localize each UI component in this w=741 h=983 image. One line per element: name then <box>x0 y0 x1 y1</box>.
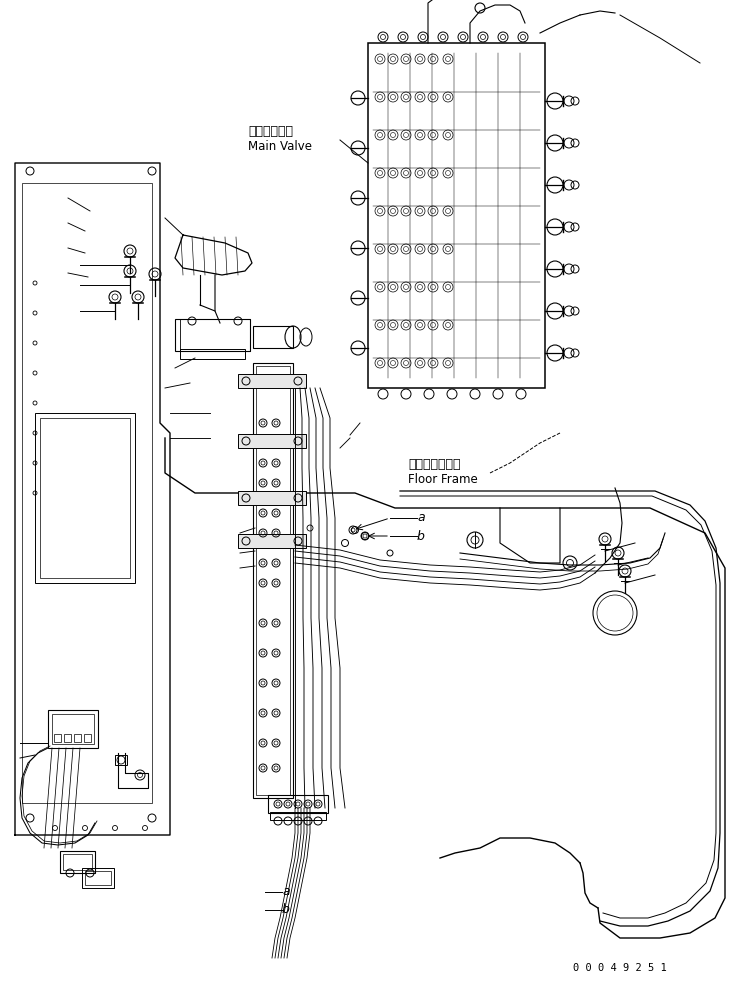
Bar <box>54 734 61 742</box>
Bar <box>63 854 92 870</box>
Bar <box>175 319 250 351</box>
Bar <box>52 714 94 744</box>
Text: Floor Frame: Floor Frame <box>408 473 478 486</box>
Bar <box>268 795 328 813</box>
Bar <box>238 434 306 448</box>
Bar <box>238 491 306 505</box>
Bar <box>270 812 326 820</box>
Bar <box>180 349 245 359</box>
Bar <box>35 413 135 583</box>
Bar <box>85 871 111 885</box>
Text: b: b <box>282 903 290 916</box>
Bar <box>60 851 95 873</box>
Bar <box>40 418 130 578</box>
Bar <box>238 534 306 548</box>
Text: Main Valve: Main Valve <box>248 140 312 153</box>
Bar <box>48 710 98 748</box>
Text: フロアフレーム: フロアフレーム <box>408 458 460 471</box>
Bar <box>64 734 71 742</box>
Bar <box>253 326 293 348</box>
Text: b: b <box>417 530 425 543</box>
Text: a: a <box>417 511 425 524</box>
Text: メインバルブ: メインバルブ <box>248 125 293 138</box>
Bar <box>368 43 545 388</box>
Bar <box>74 734 81 742</box>
Bar <box>22 183 152 803</box>
Bar <box>253 363 293 798</box>
Text: 0 0 0 4 9 2 5 1: 0 0 0 4 9 2 5 1 <box>573 963 667 973</box>
Bar <box>238 374 306 388</box>
Bar <box>84 734 91 742</box>
Bar <box>82 868 114 888</box>
Bar <box>256 366 290 795</box>
Text: a: a <box>282 885 290 898</box>
Bar <box>115 755 127 765</box>
